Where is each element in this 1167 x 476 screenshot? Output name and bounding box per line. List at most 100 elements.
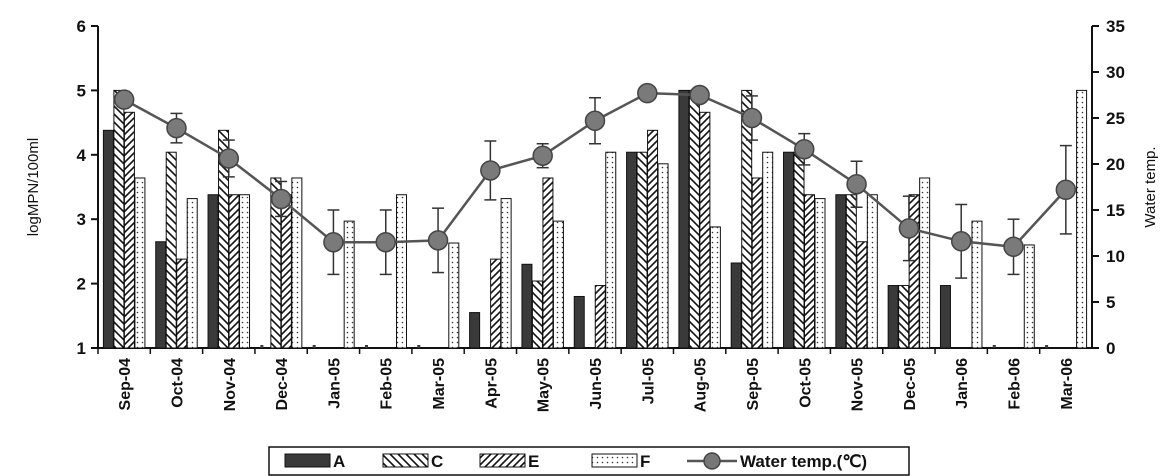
bar-f — [1024, 245, 1034, 348]
legend: A C E F Water temp.(℃) — [269, 447, 909, 475]
bar-c — [637, 152, 647, 348]
water-temp-point — [899, 219, 918, 238]
bar-e — [229, 195, 239, 348]
bar-a — [627, 152, 637, 348]
y2-tick-label: 0 — [1106, 339, 1115, 358]
bar-a — [940, 286, 950, 348]
bar-a — [103, 130, 113, 348]
y-tick-label: 3 — [77, 210, 86, 229]
water-temp-point — [533, 146, 552, 165]
legend-swatch-a — [285, 454, 330, 467]
water-temp-point — [690, 86, 709, 105]
x-tick-label: Sep-04 — [117, 358, 134, 411]
y-tick-label: 1 — [77, 339, 86, 358]
bar-f — [396, 195, 406, 348]
y-axis-left-ticks: 1 2 3 4 5 6 — [77, 17, 98, 358]
water-temp-point — [481, 161, 500, 180]
bar-a — [260, 345, 263, 348]
bar-e — [177, 259, 187, 348]
bar-e — [491, 259, 501, 348]
bar-f — [240, 195, 250, 348]
water-temp-point — [795, 140, 814, 159]
y2-tick-label: 30 — [1106, 63, 1125, 82]
x-tick-label: Dec-05 — [902, 358, 919, 411]
bar-e — [805, 195, 815, 348]
bar-a — [679, 90, 689, 348]
water-temp-point — [638, 84, 657, 103]
bar-f — [606, 152, 616, 348]
y2-tick-label: 35 — [1106, 17, 1125, 36]
water-temp-point — [952, 232, 971, 251]
x-tick-label: Nov-04 — [222, 358, 239, 411]
bar-f — [344, 221, 354, 348]
water-temp-point — [219, 149, 238, 168]
bar-c — [114, 90, 124, 348]
y2-tick-label: 20 — [1106, 155, 1125, 174]
bar-e — [595, 286, 605, 348]
legend-swatch-c — [383, 454, 428, 467]
water-temp-point — [115, 90, 134, 109]
legend-label-f: F — [640, 452, 650, 471]
x-tick-label: Aug-05 — [693, 358, 710, 412]
y2-tick-label: 25 — [1106, 109, 1125, 128]
x-tick-label: Jun-05 — [588, 358, 605, 410]
bar-f — [501, 199, 511, 348]
x-axis-ticks: Sep-04 Oct-04 Nov-04 Dec-04 Jan-05 Feb-05 Mar-… — [98, 348, 1076, 412]
bar-c — [532, 281, 542, 348]
x-tick-label: Apr-05 — [483, 358, 500, 409]
y-tick-label: 5 — [77, 81, 86, 100]
bar-a — [836, 195, 846, 348]
legend-label-water-temp: Water temp.(℃) — [740, 452, 867, 471]
x-tick-label: Jan-06 — [954, 358, 971, 409]
bar-f — [815, 199, 825, 348]
bar-e — [700, 112, 710, 348]
bar-f — [449, 243, 459, 348]
water-temp-point — [376, 233, 395, 252]
legend-swatch-e — [480, 454, 525, 467]
bar-a — [574, 296, 584, 348]
x-tick-label: Jan-05 — [326, 358, 343, 409]
bar-c — [742, 90, 752, 348]
bar-f — [1077, 90, 1087, 348]
y2-tick-label: 15 — [1106, 201, 1125, 220]
x-tick-label: Mar-05 — [431, 358, 448, 410]
y-axis-label: logMPN/100ml — [25, 138, 42, 236]
x-tick-label: Dec-04 — [274, 358, 291, 411]
bar-a — [1045, 345, 1048, 348]
bar-e — [648, 130, 658, 348]
bar-f — [763, 152, 773, 348]
x-tick-label: Jul-05 — [640, 358, 657, 404]
x-tick-label: Feb-06 — [1007, 358, 1024, 410]
x-tick-label: Nov-05 — [850, 358, 867, 411]
bar-f — [920, 178, 930, 348]
bar-f — [972, 221, 982, 348]
legend-label-a: A — [333, 452, 345, 471]
bar-e — [281, 195, 291, 348]
legend-swatch-f — [592, 454, 637, 467]
bar-e — [543, 178, 553, 348]
bar-e — [857, 242, 867, 348]
bar-c — [689, 90, 699, 348]
water-temp-point — [429, 231, 448, 250]
bar-a — [784, 152, 794, 348]
x-tick-label: Oct-05 — [797, 358, 814, 408]
bar-e — [124, 112, 134, 348]
x-tick-label: Sep-05 — [745, 358, 762, 411]
bar-e — [752, 178, 762, 348]
x-tick-label: May-05 — [536, 358, 553, 412]
bar-a — [522, 264, 532, 348]
y-axis-right-ticks: 0 5 10 15 20 25 30 35 — [1092, 17, 1125, 358]
x-tick-label: Mar-06 — [1059, 358, 1076, 410]
bar-a — [313, 345, 316, 348]
bar-a — [731, 263, 741, 348]
bar-a — [993, 345, 996, 348]
bar-f — [292, 178, 302, 348]
bar-f — [658, 164, 668, 348]
bar-c — [794, 152, 804, 348]
water-temp-point — [272, 189, 291, 208]
bar-f — [867, 195, 877, 348]
bar-a — [156, 242, 166, 348]
bar-a — [888, 286, 898, 348]
water-temp-point — [324, 233, 343, 252]
